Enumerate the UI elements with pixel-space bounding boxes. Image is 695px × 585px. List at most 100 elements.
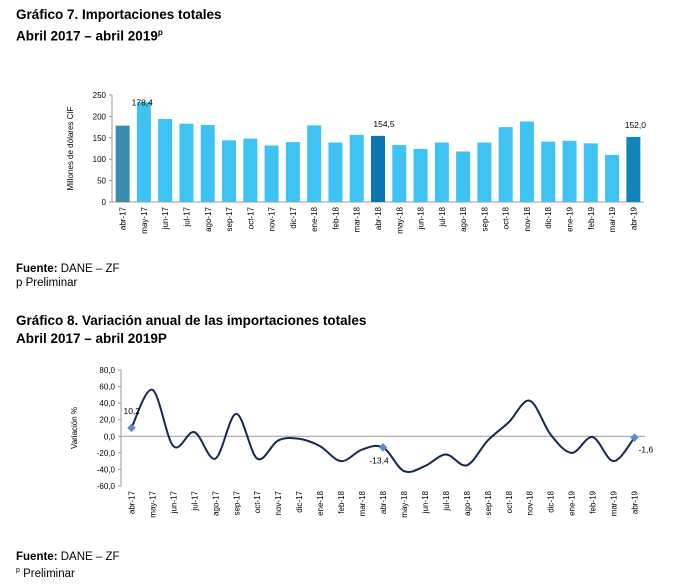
bar (115, 125, 130, 202)
y-axis-label: Variación % (70, 407, 79, 449)
x-tick-label: dic-17 (295, 490, 304, 512)
data-label: -1,6 (639, 445, 654, 455)
x-tick-label: may-18 (400, 490, 409, 517)
x-tick-label: mar-18 (358, 490, 367, 516)
bar (307, 125, 322, 202)
bar (562, 140, 577, 202)
data-label: -13,4 (369, 455, 389, 465)
x-tick-label: oct-17 (246, 206, 255, 229)
x-tick-label: ago-18 (459, 206, 468, 231)
x-tick-label: jun-18 (417, 206, 426, 230)
bar (626, 136, 641, 202)
y-tick-label: 20,0 (99, 416, 115, 425)
chart8-title: Gráfico 8. Variación anual de las import… (16, 312, 366, 348)
y-tick-label: 250 (93, 91, 107, 100)
bar (243, 138, 258, 202)
x-tick-label: feb-18 (331, 206, 340, 229)
x-tick-label: ago-17 (204, 206, 213, 231)
x-tick-label: oct-18 (502, 206, 511, 229)
chart8-source: Fuente: DANE – ZF p Preliminar (16, 550, 120, 581)
chart7-source-text: DANE – ZF (57, 263, 120, 275)
x-tick-label: nov-17 (274, 490, 283, 515)
bar (583, 143, 598, 202)
x-tick-label: feb-19 (587, 206, 596, 229)
y-tick-label: 0 (102, 198, 107, 207)
x-tick-label: dic-18 (547, 490, 556, 512)
x-tick-label: abr-17 (119, 206, 128, 230)
x-tick-label: ago-18 (463, 490, 472, 515)
x-tick-label: jun-17 (169, 490, 178, 514)
chart7-title-line2: Abril 2017 – abril 2019p (16, 24, 222, 46)
data-label: 152,0 (625, 120, 647, 130)
bar (285, 142, 300, 202)
x-tick-label: may-18 (395, 206, 404, 233)
x-tick-label: ene-18 (310, 206, 319, 231)
x-tick-label: mar-19 (610, 490, 619, 516)
x-tick-label: mar-18 (353, 206, 362, 232)
bar (328, 142, 343, 202)
bar (264, 145, 279, 202)
x-tick-label: sep-18 (484, 490, 493, 515)
x-tick-label: sep-17 (232, 490, 241, 515)
x-tick-label: jul-17 (182, 206, 191, 227)
y-tick-label: -60,0 (97, 482, 116, 491)
chart8-note-sup: p (16, 567, 20, 574)
bar (413, 148, 428, 202)
x-tick-label: nov-17 (268, 206, 277, 231)
x-tick-label: jun-18 (421, 490, 430, 514)
x-tick-label: jul-18 (442, 490, 451, 511)
chart7-source: Fuente: DANE – ZF p Preliminar (16, 262, 120, 290)
x-tick-label: abr-18 (379, 490, 388, 514)
bar (519, 121, 534, 202)
data-marker (127, 423, 136, 433)
x-tick-label: nov-18 (526, 490, 535, 515)
bar (392, 145, 407, 202)
x-tick-label: may-17 (140, 206, 149, 233)
y-axis-label: Millones de dólares CIF (66, 106, 75, 190)
x-tick-label: abr-19 (631, 490, 640, 514)
y-tick-label: 60,0 (99, 383, 115, 392)
x-tick-label: abr-19 (629, 206, 638, 230)
y-tick-label: 0,0 (104, 432, 116, 441)
x-tick-label: abr-17 (127, 490, 136, 514)
y-tick-label: 150 (93, 134, 107, 143)
x-tick-label: ene-18 (316, 490, 325, 515)
data-marker (630, 433, 639, 442)
chart8-note: p Preliminar (16, 564, 120, 581)
data-label: 10,2 (123, 406, 140, 416)
chart8-source-label: Fuente: (16, 551, 58, 563)
bar (605, 154, 620, 202)
x-tick-label: abr-18 (374, 206, 383, 230)
bar (456, 151, 471, 202)
bar (179, 123, 194, 202)
x-tick-label: oct-17 (253, 490, 262, 513)
bar (136, 102, 151, 202)
y-tick-label: -20,0 (97, 449, 116, 458)
chart8-source-text: DANE – ZF (57, 551, 120, 563)
chart7-title-line1: Gráfico 7. Importaciones totales (16, 7, 222, 22)
chart7-note: p Preliminar (16, 277, 78, 289)
chart8-title-line2: Abril 2017 – abril 2019P (16, 331, 167, 346)
y-tick-label: 50 (97, 177, 106, 186)
chart7-title-period: Abril 2017 – abril 2019 (16, 28, 158, 44)
x-tick-label: jun-17 (161, 206, 170, 230)
chart7-source-line: Fuente: DANE – ZF (16, 262, 120, 276)
x-tick-label: jul-18 (438, 206, 447, 227)
x-tick-label: mar-19 (608, 206, 617, 232)
bar (158, 118, 173, 202)
chart7-source-label: Fuente: (16, 263, 58, 275)
y-tick-label: 100 (93, 155, 107, 164)
x-tick-label: dic-17 (289, 206, 298, 228)
bar (541, 141, 556, 202)
x-tick-label: may-17 (148, 490, 157, 517)
x-tick-label: nov-18 (523, 206, 532, 231)
x-tick-label: sep-17 (225, 206, 234, 231)
bar (434, 142, 449, 202)
chart7-title-sup: p (157, 28, 163, 37)
bar (349, 134, 364, 202)
x-tick-label: sep-18 (480, 206, 489, 231)
data-label: 178,4 (132, 98, 154, 108)
bar (498, 127, 513, 202)
